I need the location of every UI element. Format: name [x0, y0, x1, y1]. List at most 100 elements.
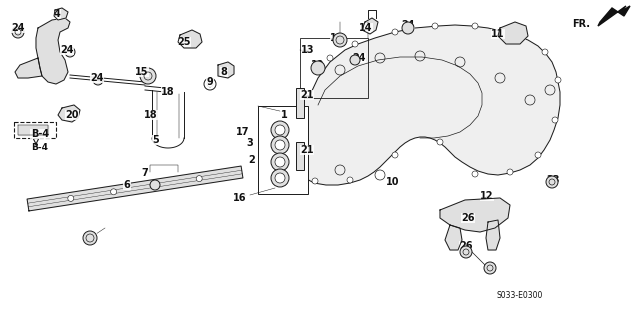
Text: 20: 20 — [65, 110, 79, 120]
Polygon shape — [18, 125, 48, 135]
Text: 21: 21 — [300, 145, 314, 155]
Circle shape — [512, 29, 518, 35]
Circle shape — [275, 157, 285, 167]
Text: 17: 17 — [236, 127, 250, 137]
Circle shape — [287, 125, 293, 131]
Circle shape — [472, 171, 478, 177]
Bar — [296, 142, 304, 170]
Text: 6: 6 — [124, 180, 131, 190]
Circle shape — [311, 61, 325, 75]
Text: 24: 24 — [352, 53, 365, 63]
Circle shape — [140, 68, 156, 84]
Bar — [14, 122, 56, 138]
Polygon shape — [54, 8, 68, 20]
Text: 3: 3 — [246, 138, 253, 148]
Circle shape — [68, 196, 74, 201]
Circle shape — [392, 29, 398, 35]
Circle shape — [352, 41, 358, 47]
Circle shape — [546, 176, 558, 188]
Text: 1: 1 — [280, 110, 287, 120]
Text: 15: 15 — [135, 67, 148, 77]
Circle shape — [297, 97, 303, 103]
Text: 24: 24 — [12, 23, 25, 33]
Text: 14: 14 — [359, 23, 372, 33]
Text: 21: 21 — [300, 90, 314, 100]
Circle shape — [275, 140, 285, 150]
Circle shape — [542, 49, 548, 55]
Text: 8: 8 — [221, 67, 227, 77]
Text: 18: 18 — [144, 110, 158, 120]
Polygon shape — [445, 225, 462, 250]
Text: 24: 24 — [60, 45, 74, 55]
Text: 13: 13 — [301, 45, 315, 55]
Circle shape — [312, 178, 318, 184]
Text: 25: 25 — [177, 37, 191, 47]
Text: 10: 10 — [387, 177, 400, 187]
Circle shape — [484, 262, 496, 274]
Polygon shape — [598, 6, 630, 26]
Circle shape — [555, 77, 561, 83]
Bar — [300, 38, 368, 98]
Circle shape — [271, 169, 289, 187]
Circle shape — [65, 47, 75, 57]
Polygon shape — [486, 220, 500, 250]
Polygon shape — [362, 18, 378, 34]
Circle shape — [83, 231, 97, 245]
Text: 24: 24 — [401, 20, 415, 30]
Circle shape — [271, 121, 289, 139]
Text: 26: 26 — [461, 213, 475, 223]
Circle shape — [552, 117, 558, 123]
Circle shape — [333, 33, 347, 47]
Circle shape — [327, 55, 333, 61]
Text: 9: 9 — [207, 77, 213, 87]
Polygon shape — [178, 30, 202, 48]
Text: 23: 23 — [547, 175, 560, 185]
Text: 24: 24 — [90, 73, 104, 83]
Circle shape — [347, 177, 353, 183]
Text: 2: 2 — [248, 155, 255, 165]
Text: 5: 5 — [152, 135, 159, 145]
Circle shape — [275, 173, 285, 183]
Text: S033-E0300: S033-E0300 — [497, 291, 543, 300]
Polygon shape — [289, 25, 560, 185]
Polygon shape — [15, 58, 42, 78]
Text: 19: 19 — [330, 33, 344, 43]
Circle shape — [271, 136, 289, 154]
Circle shape — [472, 23, 478, 29]
Text: 12: 12 — [480, 191, 493, 201]
Text: 26: 26 — [460, 241, 473, 251]
Text: 4: 4 — [54, 9, 60, 19]
Circle shape — [111, 189, 116, 195]
Polygon shape — [498, 22, 528, 44]
Circle shape — [196, 175, 202, 182]
Circle shape — [12, 26, 24, 38]
Circle shape — [432, 23, 438, 29]
Circle shape — [507, 169, 513, 175]
Text: B-4: B-4 — [31, 129, 49, 139]
Circle shape — [437, 139, 443, 145]
Text: 22: 22 — [83, 233, 97, 243]
Bar — [296, 88, 304, 118]
Bar — [258, 106, 308, 194]
Circle shape — [150, 180, 160, 190]
Text: 18: 18 — [161, 87, 175, 97]
Circle shape — [275, 125, 285, 135]
Circle shape — [402, 22, 414, 34]
Text: FR.: FR. — [572, 19, 590, 29]
Text: 16: 16 — [233, 193, 247, 203]
Circle shape — [350, 55, 360, 65]
Circle shape — [93, 75, 103, 85]
Text: 7: 7 — [141, 168, 148, 178]
Circle shape — [271, 153, 289, 171]
Polygon shape — [58, 105, 80, 122]
Circle shape — [392, 152, 398, 158]
Circle shape — [535, 152, 541, 158]
Text: B-4: B-4 — [31, 144, 49, 152]
Text: 11: 11 — [492, 29, 505, 39]
Polygon shape — [440, 198, 510, 232]
Circle shape — [154, 182, 159, 188]
Text: 19: 19 — [311, 60, 324, 70]
Circle shape — [293, 152, 299, 158]
Circle shape — [460, 246, 472, 258]
Polygon shape — [27, 166, 243, 211]
